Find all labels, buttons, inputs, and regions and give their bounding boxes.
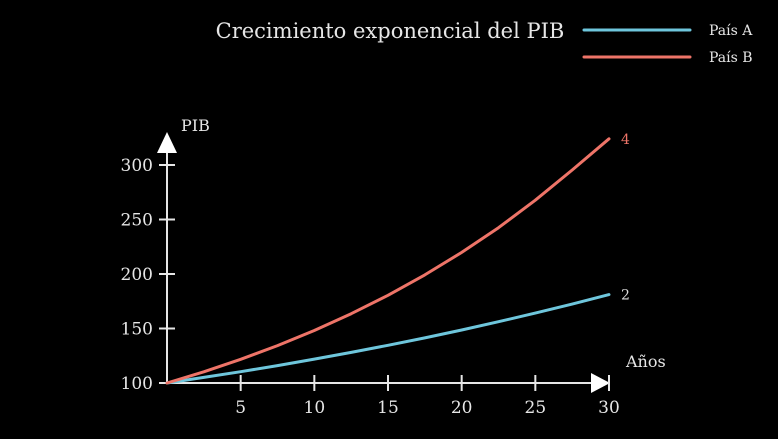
legend: País A País B xyxy=(582,23,753,66)
y-tick-label: 150 xyxy=(121,320,153,340)
series-line-2 xyxy=(165,137,611,385)
series-end-label-2: 4 xyxy=(621,132,630,148)
chart-title: Crecimiento exponencial del PIB xyxy=(216,19,565,43)
x-axis-arrow xyxy=(591,373,610,393)
legend-label-1: País A xyxy=(709,23,753,39)
y-tick-label: 200 xyxy=(121,265,153,285)
ticks: 5 10 15 20 25 30 100 150 200 250 300 xyxy=(121,156,620,418)
legend-label-2: País B xyxy=(709,50,753,66)
x-tick-label: 10 xyxy=(304,398,326,418)
x-tick-label: 15 xyxy=(377,398,399,418)
y-tick-label: 300 xyxy=(121,156,153,176)
series-line-1 xyxy=(165,293,611,385)
series-end-label-1: 2 xyxy=(621,288,630,304)
y-axis-label: PIB xyxy=(181,116,210,135)
x-axis-label: Años xyxy=(625,352,666,371)
y-tick-label: 250 xyxy=(121,211,153,231)
x-tick-label: 20 xyxy=(451,398,473,418)
y-tick-label: 100 xyxy=(121,374,153,394)
y-axis-arrow xyxy=(157,132,177,153)
x-tick-label: 5 xyxy=(235,398,246,418)
x-tick-label: 30 xyxy=(598,398,620,418)
axes: PIB Años xyxy=(157,116,666,393)
series-group: 24 xyxy=(165,132,630,385)
x-tick-label: 25 xyxy=(525,398,547,418)
